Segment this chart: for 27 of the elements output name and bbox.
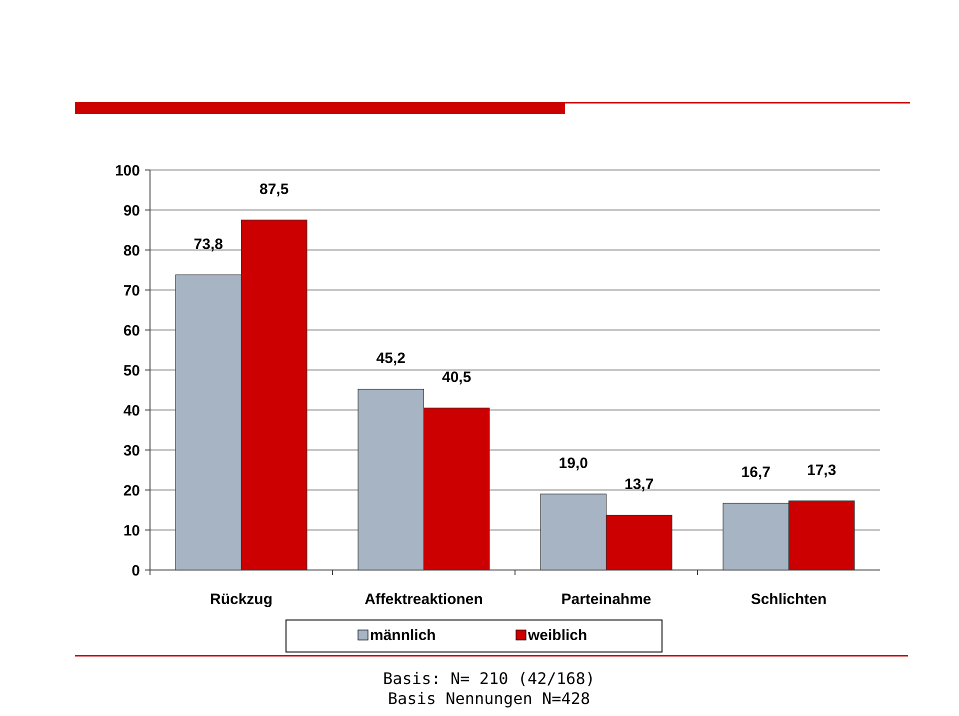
y-tick-label: 90 xyxy=(123,202,140,220)
y-tick-label: 40 xyxy=(123,402,140,420)
y-tick-label: 30 xyxy=(123,442,140,460)
x-tick-label: Rückzug xyxy=(210,591,273,608)
data-label: 87,5 xyxy=(260,181,289,198)
data-label: 13,7 xyxy=(624,476,654,494)
data-label: 19,0 xyxy=(558,455,588,472)
text: Basis: N= 210 (42/168) xyxy=(383,669,595,688)
text: Basis Nennungen N=428 xyxy=(388,689,590,708)
data-label: 73,8 xyxy=(194,236,223,253)
x-tick-label: Schlichten xyxy=(750,591,827,608)
y-tick-label: 0 xyxy=(132,562,140,580)
data-label: 40,5 xyxy=(442,369,472,386)
y-tick-label: 50 xyxy=(123,362,140,380)
legend-label: weiblich xyxy=(527,627,588,644)
data-label: 16,7 xyxy=(741,464,770,482)
y-tick-label: 70 xyxy=(123,282,140,300)
x-tick-label: Parteinahme xyxy=(561,591,652,608)
data-label: 17,3 xyxy=(807,462,836,479)
data-label: 45,2 xyxy=(376,350,406,368)
y-tick-label: 80 xyxy=(123,242,140,260)
y-tick-label: 60 xyxy=(123,322,140,340)
x-tick-label: Affektreaktionen xyxy=(364,591,483,608)
legend-label: männlich xyxy=(370,627,436,644)
y-tick-label: 10 xyxy=(123,522,140,540)
y-tick-label: 20 xyxy=(123,482,140,500)
y-tick-label: 100 xyxy=(114,162,140,180)
